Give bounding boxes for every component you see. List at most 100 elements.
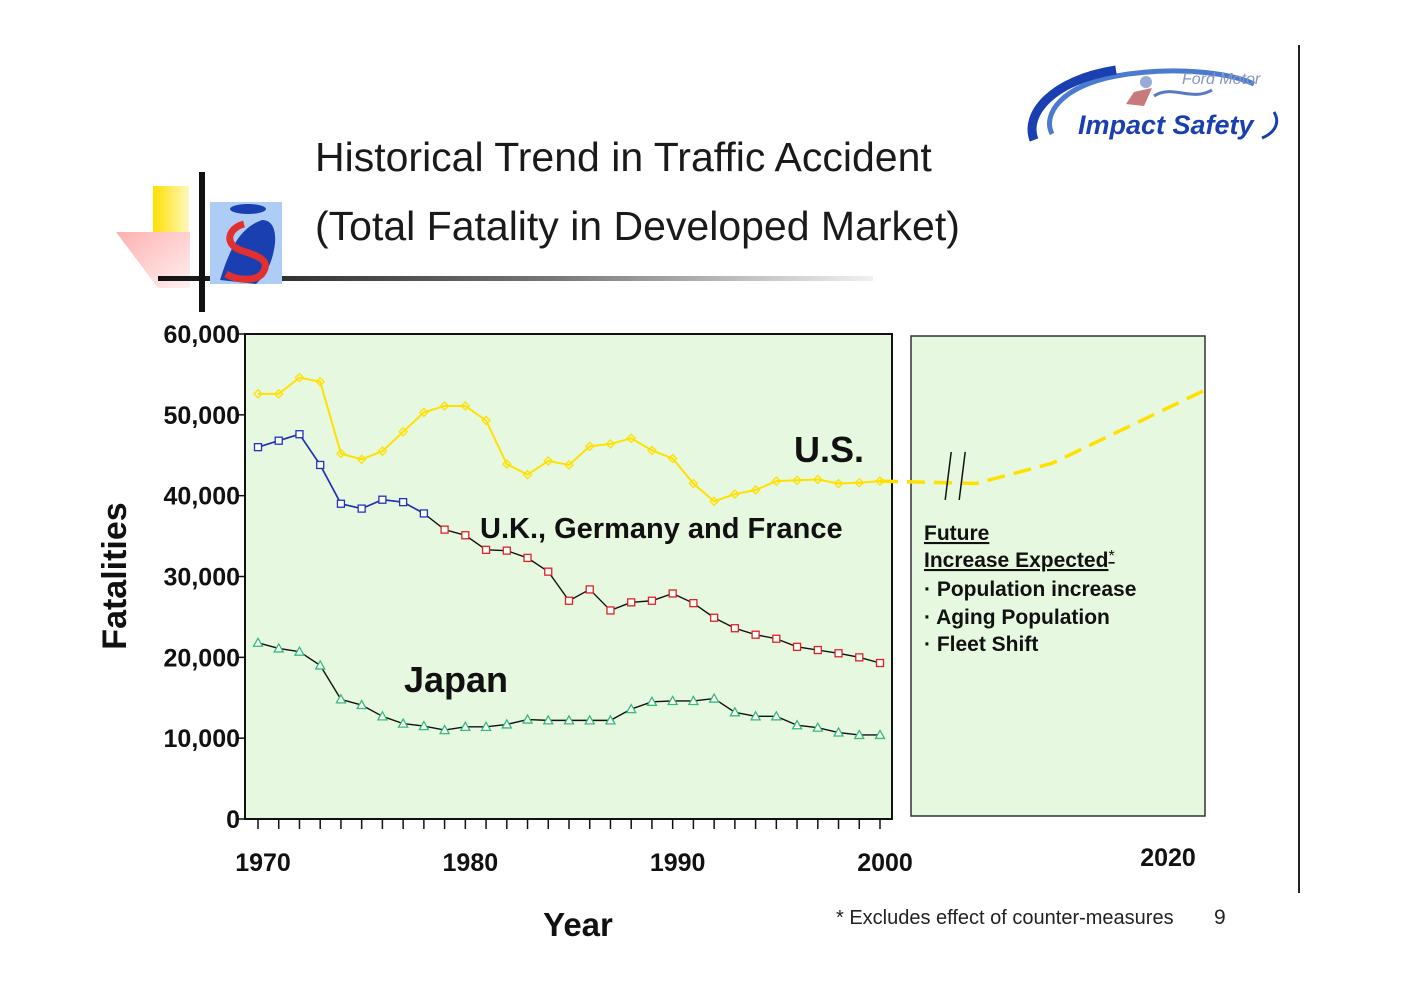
future-note-bullet-3: · Fleet Shift	[924, 633, 1038, 656]
us-point	[875, 476, 885, 487]
us-point	[771, 476, 782, 487]
us-point	[336, 448, 346, 459]
us-point	[377, 446, 388, 457]
us-point	[418, 407, 429, 418]
japan-point	[563, 714, 575, 725]
eu-point	[772, 634, 781, 643]
us-point	[605, 439, 616, 449]
eu-point	[647, 596, 657, 605]
japan-point	[853, 729, 865, 740]
y-tick-label: 40,000	[164, 483, 240, 511]
japan-point	[812, 721, 824, 732]
us-point	[294, 372, 305, 383]
eu-point	[689, 599, 698, 608]
axis-break-mark	[944, 451, 966, 501]
japan-point	[708, 692, 720, 703]
y-tick-label: 0	[226, 806, 240, 834]
us-point	[833, 478, 844, 489]
series-layer	[252, 372, 1205, 740]
eu-point	[523, 553, 532, 563]
corporate-emblem-icon	[210, 202, 282, 284]
japan-point	[438, 724, 451, 735]
eu-point	[855, 653, 864, 662]
japan-point	[418, 720, 430, 731]
eu-point	[813, 645, 822, 655]
eu-series-label: U.K., Germany and France	[480, 513, 843, 545]
japan-point	[273, 642, 285, 653]
japan-point	[521, 713, 534, 724]
japan-point	[314, 659, 326, 670]
eu-point	[336, 499, 346, 508]
japan-point	[667, 695, 679, 706]
japan-point	[749, 710, 762, 721]
us-point	[647, 445, 657, 456]
page-number: 9	[1214, 906, 1226, 929]
us-point	[501, 459, 512, 470]
eu-point	[481, 545, 491, 554]
x-tick-label: 2000	[857, 849, 913, 877]
us-point	[356, 454, 367, 465]
title-underline	[158, 276, 873, 281]
japan-point	[791, 719, 803, 730]
future-projection-box	[910, 335, 1206, 817]
future-note-bullet-2-text: Aging Population	[936, 606, 1110, 629]
japan-point	[584, 714, 596, 725]
us-point	[750, 485, 761, 495]
us-point	[481, 415, 491, 426]
future-note-bullet-2: · Aging Population	[924, 606, 1110, 629]
title-vertical-bar	[199, 172, 205, 312]
eu-point	[564, 596, 574, 605]
japan-point	[480, 721, 492, 731]
axes: 0 10,000 20,000 30,000 40,000 50,000 60,000 197…	[164, 321, 1196, 877]
japan-point	[542, 714, 554, 725]
eu-point	[502, 546, 511, 555]
eu-point	[606, 606, 615, 615]
us-point	[626, 433, 637, 444]
us-point	[439, 401, 450, 411]
eu-point	[585, 585, 594, 594]
future-note-bullet-3-text: Fleet Shift	[937, 633, 1039, 656]
slide-title-line-2: (Total Fatality in Developed Market)	[315, 203, 960, 249]
y-tick-label: 50,000	[164, 402, 240, 430]
japan-point	[646, 695, 658, 706]
x-tick-label: 1970	[235, 849, 291, 877]
eu-point	[440, 525, 449, 534]
eu-point	[316, 460, 325, 470]
japan-point	[501, 718, 513, 729]
eu-point	[398, 497, 408, 507]
eu-point	[792, 642, 802, 651]
y-tick-label: 30,000	[164, 564, 240, 592]
eu-point	[751, 630, 760, 639]
future-note-heading-2: Increase Expected*	[924, 548, 1115, 572]
eu-point	[274, 436, 283, 445]
japan-point	[687, 695, 700, 706]
x-axis-title: Year	[543, 906, 613, 943]
japan-point	[874, 729, 886, 740]
us-point	[709, 496, 720, 507]
footnote: * Excludes effect of counter-measures	[836, 907, 1174, 929]
us-point	[584, 441, 595, 452]
right-border-line	[1298, 45, 1300, 893]
japan-point	[293, 645, 306, 656]
japan-series-label: Japan	[404, 659, 508, 700]
us-point	[398, 426, 409, 437]
japan-point	[459, 721, 471, 731]
y-axis-title: Fatalities	[96, 502, 134, 649]
eu-point	[357, 504, 366, 513]
pink-square-decoration	[116, 232, 190, 288]
logo-text: Impact Safety	[1078, 110, 1256, 140]
x-tick-label: 2020	[1140, 844, 1196, 872]
japan-point	[252, 636, 264, 647]
future-note-asterisk: *	[1108, 548, 1114, 565]
us-point	[273, 388, 284, 399]
us-line	[258, 376, 881, 503]
eu-point	[461, 531, 470, 540]
eu-point	[419, 509, 429, 518]
y-tick-label: 10,000	[164, 725, 240, 753]
eu-point	[668, 589, 677, 598]
us-point	[522, 469, 533, 480]
us-point	[729, 489, 740, 499]
x-tick-label: 1980	[443, 849, 499, 877]
